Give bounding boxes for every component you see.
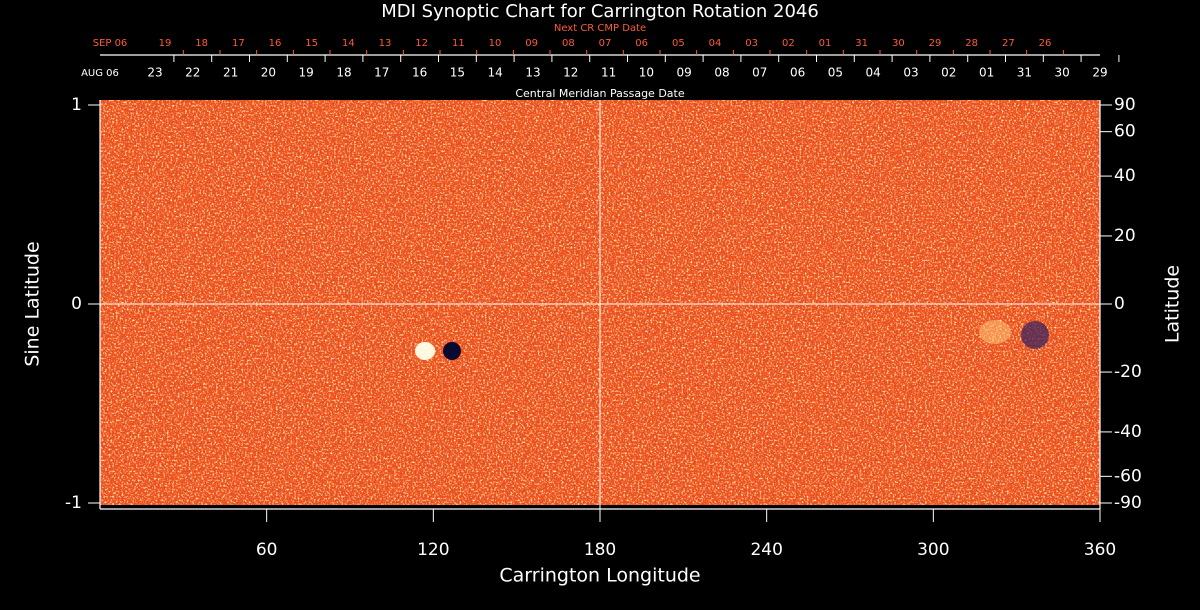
next-cr-date: SEP 06 (93, 38, 128, 49)
cmp-date: AUG 06 (81, 68, 119, 79)
cmp-date: 23 (147, 66, 162, 80)
cmp-date: 18 (336, 66, 351, 80)
next-cr-date: 10 (489, 38, 502, 49)
cmp-date: 05 (828, 66, 843, 80)
cmp-date: 11 (601, 66, 616, 80)
y2-tick-label: 0 (1114, 294, 1125, 314)
x-tick-label: 60 (256, 540, 278, 560)
next-cr-date: 01 (819, 38, 832, 49)
x-axis-label: Carrington Longitude (499, 565, 700, 587)
next-cr-date: 28 (965, 38, 978, 49)
cmp-date: 19 (299, 66, 314, 80)
cmp-date: 29 (1092, 66, 1107, 80)
y2-tick-label: 90 (1114, 95, 1136, 115)
cmp-date: 15 (450, 66, 465, 80)
x-tick-label: 360 (1084, 540, 1116, 560)
y2-tick-label: 40 (1114, 166, 1136, 186)
y2-tick-label: -20 (1114, 362, 1142, 382)
cmp-date: 10 (639, 66, 654, 80)
cmp-date: 09 (677, 66, 692, 80)
y2-tick-label: -40 (1114, 422, 1142, 442)
cmp-date: 22 (185, 66, 200, 80)
next-cr-date: 31 (855, 38, 868, 49)
x-tick-label: 240 (750, 540, 782, 560)
x-tick-label: 120 (417, 540, 449, 560)
next-cr-date: 04 (709, 38, 722, 49)
next-cr-date: 03 (745, 38, 758, 49)
next-cr-date: 06 (635, 38, 648, 49)
chart-title: MDI Synoptic Chart for Carrington Rotati… (381, 1, 819, 22)
y2-tick-label: 60 (1114, 122, 1136, 142)
cmp-date: 13 (525, 66, 540, 80)
next-cr-date: 11 (452, 38, 465, 49)
cmp-date: 12 (563, 66, 578, 80)
cmp-date: 31 (1017, 66, 1032, 80)
next-cr-date: 07 (599, 38, 612, 49)
y-tick-label: 0 (71, 294, 82, 314)
y2-axis-label: Latitude (1162, 265, 1184, 343)
cmp-date: 20 (261, 66, 276, 80)
cmp-date: 07 (752, 66, 767, 80)
x-tick-label: 300 (917, 540, 949, 560)
y2-tick-label: -60 (1114, 466, 1142, 486)
y2-tick-label: -90 (1114, 493, 1142, 513)
y-tick-label: 1 (71, 95, 82, 115)
next-cr-date: 16 (269, 38, 282, 49)
next-cr-date: 13 (379, 38, 392, 49)
next-cr-date: 17 (232, 38, 245, 49)
cmp-date: 02 (941, 66, 956, 80)
y2-tick-label: 20 (1114, 226, 1136, 246)
next-cr-date: 09 (525, 38, 538, 49)
cmp-date: 17 (374, 66, 389, 80)
next-cr-date: 12 (415, 38, 428, 49)
next-cr-label: Next CR CMP Date (554, 23, 646, 34)
next-cr-date: 19 (159, 38, 172, 49)
x-tick-label: 180 (584, 540, 616, 560)
next-cr-date: 05 (672, 38, 685, 49)
cmp-date: 06 (790, 66, 805, 80)
next-cr-date: 14 (342, 38, 355, 49)
next-cr-date: 15 (305, 38, 318, 49)
next-cr-date: 27 (1002, 38, 1015, 49)
cmp-date: 14 (488, 66, 503, 80)
next-cr-date: 30 (892, 38, 905, 49)
cmp-date: 03 (903, 66, 918, 80)
y-axis-label: Sine Latitude (22, 241, 44, 366)
next-cr-date: 29 (929, 38, 942, 49)
cmp-date: 01 (979, 66, 994, 80)
cmp-date: 04 (866, 66, 881, 80)
y-tick-label: -1 (65, 493, 82, 513)
next-cr-date: 08 (562, 38, 575, 49)
cmp-date: 30 (1055, 66, 1070, 80)
cmp-date: 16 (412, 66, 427, 80)
cmp-date: 21 (223, 66, 238, 80)
next-cr-date: 18 (195, 38, 208, 49)
cmp-date: 08 (714, 66, 729, 80)
cmp-label: Central Meridian Passage Date (515, 87, 684, 100)
next-cr-date: 02 (782, 38, 795, 49)
next-cr-date: 26 (1039, 38, 1052, 49)
